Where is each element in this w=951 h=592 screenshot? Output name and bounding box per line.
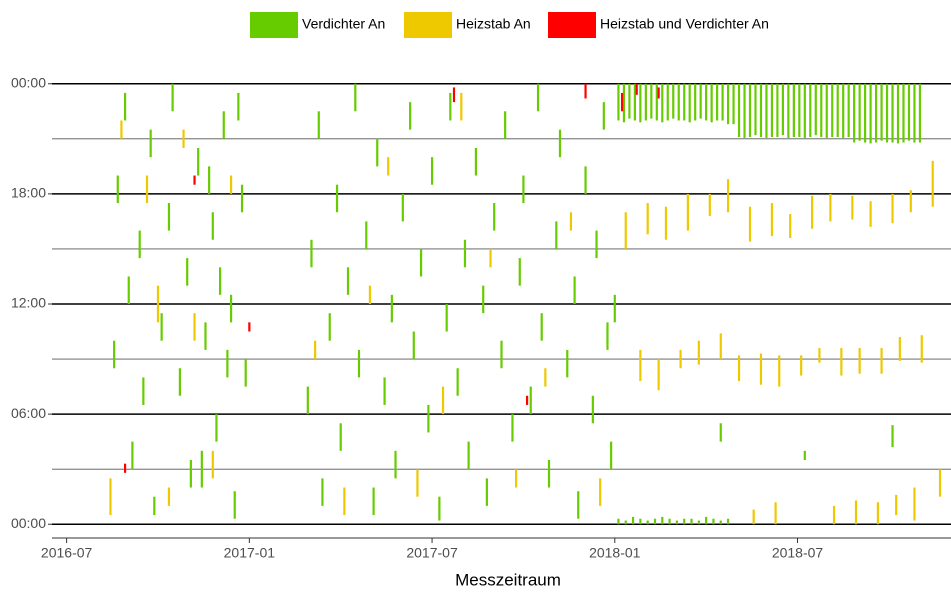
y-tick-label: 06:00	[11, 405, 46, 421]
x-tick-label: 2018-07	[772, 545, 824, 561]
x-axis-label: Messzeitraum	[455, 570, 561, 589]
legend-swatch	[404, 12, 452, 38]
x-tick-label: 2017-01	[224, 545, 276, 561]
legend-label: Heizstab An	[456, 16, 531, 32]
x-tick-label: 2017-07	[406, 545, 458, 561]
y-tick-label: 00:00	[11, 515, 46, 531]
x-tick-label: 2018-01	[589, 545, 641, 561]
legend-label: Heizstab und Verdichter An	[600, 16, 769, 32]
legend-swatch	[548, 12, 596, 38]
y-tick-label: 18:00	[11, 185, 46, 201]
legend-swatch	[250, 12, 298, 38]
x-tick-label: 2016-07	[41, 545, 93, 561]
legend-label: Verdichter An	[302, 16, 385, 32]
y-tick-label: 00:00	[11, 74, 46, 90]
y-tick-label: 12:00	[11, 295, 46, 311]
